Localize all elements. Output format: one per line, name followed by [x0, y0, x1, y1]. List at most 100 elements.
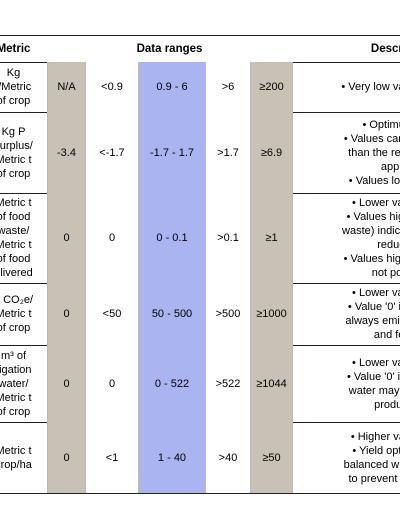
cell-text: Descrip — [370, 42, 400, 55]
cell-text: appli — [380, 160, 400, 173]
range-cell: >1.7 — [205, 112, 250, 193]
range-cell: 50 - 500 — [138, 283, 205, 345]
cell-text: • Lower values a — [352, 287, 400, 299]
cell-text: >1.7 — [217, 146, 239, 159]
cell-text: >40 — [218, 451, 238, 464]
description-cell: • Optimum v• Values can be negthan the r… — [292, 112, 400, 193]
cell-text: ≥6.9 — [260, 146, 283, 159]
cell-text: >0.1 — [217, 232, 239, 244]
cell-text: <-1.7 — [99, 146, 125, 159]
cell-text: to prevent environ — [348, 472, 400, 485]
cell-text: Metric t — [0, 197, 32, 209]
description-cell: • Very low values are — [292, 62, 400, 112]
cell-text: 0 — [63, 451, 70, 464]
cell-text: Kg P — [1, 125, 26, 138]
metric-cell: Metric tcrop/ha — [0, 422, 47, 493]
cell-text: • Optimum v — [362, 118, 400, 131]
cell-text: 1 - 40 — [157, 451, 187, 464]
cell-text: • Values higher than — [343, 253, 400, 265]
cell-text: 0 - 0.1 — [156, 232, 188, 244]
cell-text: 50 - 500 — [151, 308, 193, 320]
cell-text: -3.4 — [57, 146, 76, 159]
cell-text: <0.9 — [101, 81, 123, 93]
cell-text: 0 - 522 — [154, 377, 190, 390]
range-cell: >6 — [205, 62, 250, 112]
metric-cell: Kg l/Metric of crop — [0, 62, 47, 112]
metric-cell: Kg Psurplus/Metric tof crop — [0, 112, 47, 193]
cell-text: balanced with reaso — [343, 458, 400, 471]
range-cell: ≥50 — [250, 422, 292, 493]
range-cell: 0 — [85, 345, 138, 422]
range-cell: >0.1 — [205, 193, 250, 283]
cell-text: reduct — [377, 239, 400, 251]
cell-text: Metric t — [0, 239, 32, 251]
cell-text: of crop — [0, 322, 31, 334]
cell-text: >6 — [221, 81, 235, 93]
cell-text: water/ — [0, 377, 29, 390]
cell-text: ≥1044 — [256, 377, 287, 390]
range-cell: 1 - 40 — [138, 422, 205, 493]
description-cell: • Higher values a• Yield optimizatibalan… — [292, 422, 400, 493]
cell-text: l/Metric — [0, 81, 32, 93]
cell-text: of crop — [0, 95, 31, 107]
cell-text: Kg — [6, 67, 21, 79]
cell-text: Metric t — [0, 391, 32, 404]
cell-text: ≥50 — [262, 451, 281, 464]
cell-text: • Value '0' is incorr — [347, 301, 400, 313]
cell-text: waste) indicate oppo — [342, 225, 400, 237]
cell-text: g CO₂e/ — [0, 294, 34, 306]
cell-text: of crop — [0, 405, 31, 418]
cell-text: Metric t — [0, 308, 32, 320]
cell-text: ≥1000 — [256, 308, 287, 320]
cell-text: ≥200 — [259, 81, 284, 93]
range-cell: 0 - 522 — [138, 345, 205, 422]
cell-text: >522 — [215, 377, 241, 390]
range-cell: >522 — [205, 345, 250, 422]
cell-text: 0.9 - 6 — [156, 81, 188, 93]
cell-text: Metric t — [0, 444, 32, 457]
range-cell: ≥1 — [250, 193, 292, 283]
cell-text: • Lower values a — [352, 197, 400, 209]
range-cell: >500 — [205, 283, 250, 345]
cell-text: waste/ — [0, 225, 30, 237]
range-cell: 0 — [85, 193, 138, 283]
cell-text: • Value '0' is feasib — [346, 370, 400, 383]
cell-text: 0 — [63, 377, 70, 390]
cell-text: 0 — [63, 232, 70, 244]
cell-text: • Values can be neg — [343, 132, 400, 145]
range-cell: <0.9 — [85, 62, 138, 112]
cell-text: of food — [0, 211, 31, 223]
range-cell: <1 — [85, 422, 138, 493]
range-cell: -3.4 — [47, 112, 85, 193]
description-cell: • Lower values a• Value '0' is feasibwat… — [292, 345, 400, 422]
cell-text: ≥1 — [265, 232, 278, 244]
cell-text: m³ of — [0, 349, 27, 362]
cell-text: • Lower values a — [352, 356, 400, 369]
cell-text: N/A — [57, 81, 76, 93]
range-cell: ≥6.9 — [250, 112, 292, 193]
range-cell: <-1.7 — [85, 112, 138, 193]
range-cell: <50 — [85, 283, 138, 345]
range-cell: 0 - 0.1 — [138, 193, 205, 283]
range-cell: >40 — [205, 422, 250, 493]
description-cell: • Lower values a • Values higher tha waste… — [292, 193, 400, 283]
header-cell: Metric — [0, 35, 47, 62]
cell-text: Metric — [0, 42, 31, 55]
metric-cell: Metric t of food waste/Metric t of food eliv… — [0, 193, 47, 283]
cell-text: >500 — [215, 308, 241, 320]
cell-text: water may be nee — [348, 384, 400, 397]
cell-text: <50 — [102, 308, 122, 320]
range-cell: 0 — [47, 283, 85, 345]
range-cell: ≥1000 — [250, 283, 292, 345]
cell-text: not poss — [371, 267, 400, 279]
cell-text: of crop — [0, 167, 31, 180]
range-cell: ≥200 — [250, 62, 292, 112]
cell-text: always emissions c — [345, 315, 400, 327]
header-cell: Descrip — [292, 35, 400, 62]
cell-text: -1.7 - 1.7 — [149, 146, 195, 159]
range-cell: 0 — [47, 422, 85, 493]
cell-text: of food — [0, 253, 31, 265]
cell-text: • Yield optimizati — [352, 444, 400, 457]
cell-text: rigation — [0, 363, 32, 376]
